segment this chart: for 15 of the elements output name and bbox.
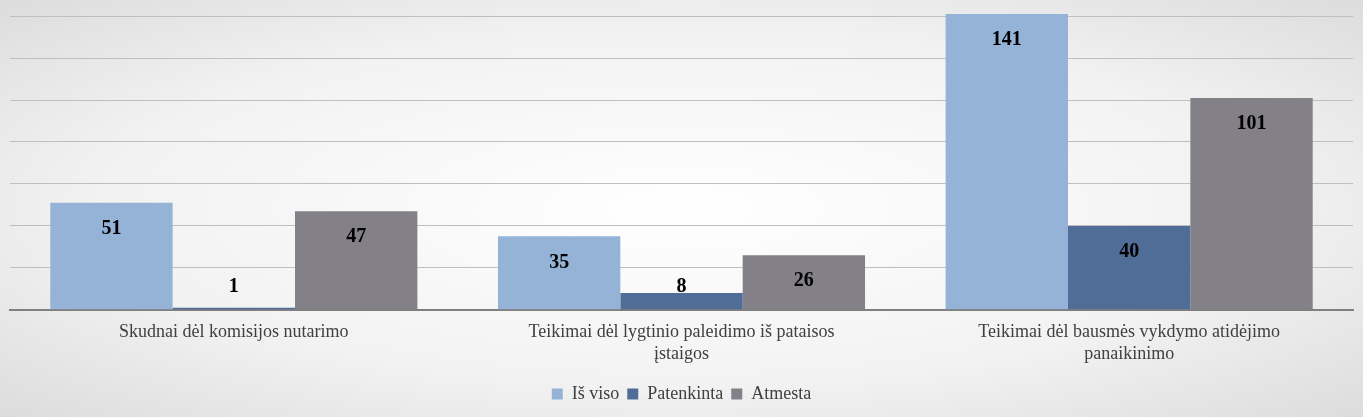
data-label: 26 bbox=[793, 268, 814, 291]
data-label: 47 bbox=[346, 224, 367, 247]
data-label: 8 bbox=[676, 274, 687, 297]
data-label: 35 bbox=[549, 249, 570, 272]
x-tick-label: Skudnai dėl komisijos nutarimo bbox=[119, 321, 349, 342]
data-label: 141 bbox=[991, 27, 1022, 50]
data-label: 51 bbox=[101, 215, 122, 238]
data-label: 40 bbox=[1119, 239, 1140, 262]
x-tick-label: Teikimai dėl bausmės vykdymo atidėjimo panaikinimo bbox=[978, 321, 1281, 363]
legend-label: Atmesta bbox=[751, 382, 812, 403]
x-tick-label: Teikimai dėl lygtinio paleidimo iš pataisos įstaigos bbox=[528, 321, 835, 363]
legend-label: Patenkinta bbox=[647, 382, 724, 403]
legend-label: Iš viso bbox=[571, 382, 620, 403]
data-label: 101 bbox=[1236, 111, 1267, 134]
data-label: 1 bbox=[228, 274, 239, 297]
